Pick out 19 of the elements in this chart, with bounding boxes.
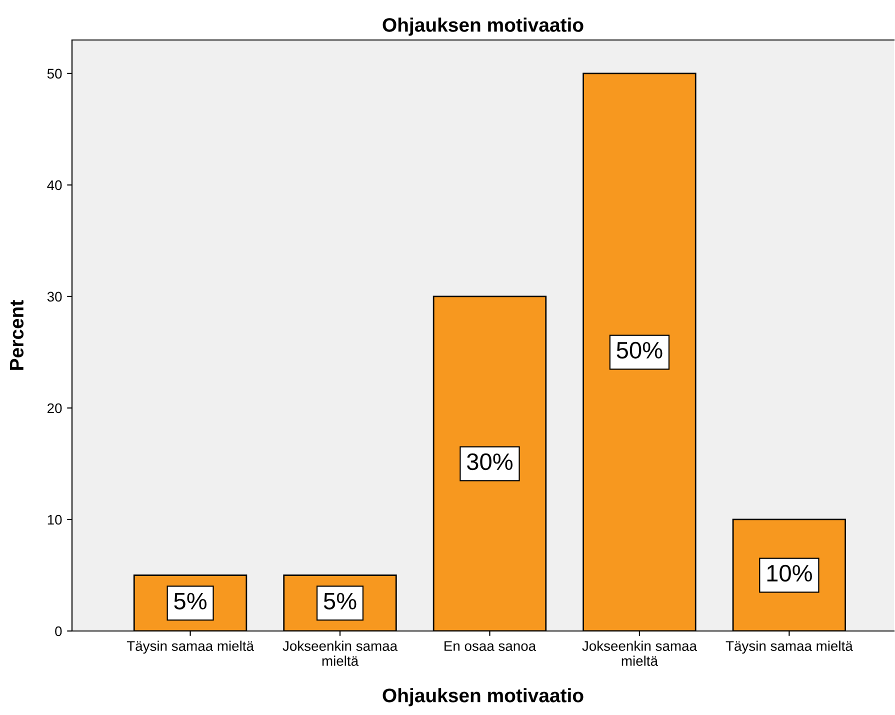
y-tick-label: 0 (55, 626, 62, 636)
data-label: 5% (174, 592, 207, 610)
y-axis-title: Percent (10, 300, 24, 370)
data-label: 30% (467, 453, 513, 470)
x-tick-label: Jokseenkin samaa mieltä (282, 640, 398, 666)
y-tick-label: 30 (47, 292, 62, 302)
y-tick-label: 50 (47, 68, 62, 79)
chart-title: Ohjauksen motivaatio (382, 18, 584, 36)
data-label: 50% (616, 342, 662, 359)
data-label: 5% (324, 592, 356, 610)
y-tick-label: 20 (48, 403, 62, 414)
x-tick-label: Jokseenkin samaa mieltä (582, 640, 697, 666)
x-tick-label: Täysin samaa mieltä (126, 640, 254, 654)
x-axis-title: Ohjauksen motivaatio (382, 688, 584, 706)
y-tick-label: 40 (47, 180, 62, 190)
y-tick-label: 10 (48, 514, 62, 525)
x-tick-label: Täysin samaa mieltä (726, 640, 853, 654)
x-tick-label: En osaa sanoa (444, 641, 536, 651)
data-label: 10% (767, 564, 812, 582)
